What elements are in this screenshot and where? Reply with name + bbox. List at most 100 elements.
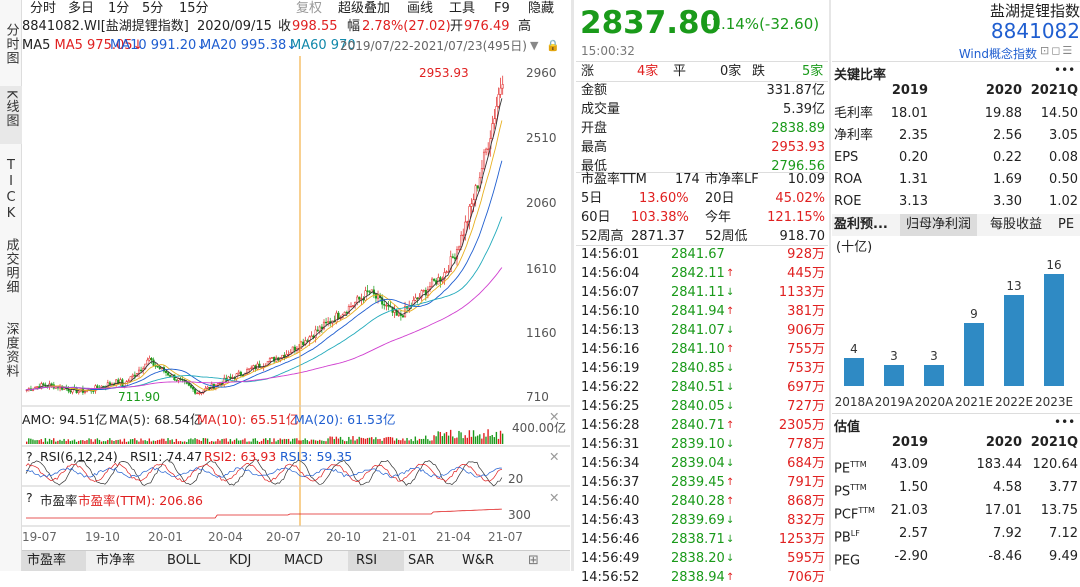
- tab-macd[interactable]: MACD: [284, 553, 323, 568]
- kline-chart[interactable]: 2960 2510 2060 1610 1160 710 2953.93 711…: [22, 56, 570, 571]
- toolbar-hide[interactable]: 隐藏: [528, 1, 555, 16]
- volume-bar: [65, 441, 67, 444]
- sidebar-item-tick[interactable]: TICK: [3, 158, 19, 222]
- volume-bar: [102, 441, 105, 444]
- volume-bar: [346, 441, 348, 444]
- ratios-title: 关键比率: [834, 68, 887, 83]
- volume-bar: [312, 439, 315, 444]
- sidebar-item-depth[interactable]: 深度资料: [3, 322, 19, 378]
- candle: [229, 376, 232, 379]
- tab-pe[interactable]: PE: [1058, 217, 1075, 232]
- bar-info-row: 8841082.WI[盐湖提锂指数] 2020/09/15 收 998.55 幅…: [22, 19, 532, 34]
- volume-bar: [429, 440, 431, 444]
- tab-eps[interactable]: 每股收益: [990, 217, 1043, 232]
- volume-bar: [113, 441, 115, 444]
- close-icon[interactable]: ✕: [549, 409, 560, 424]
- lock-icon[interactable]: 🔒: [546, 39, 560, 52]
- volume-bar: [248, 441, 250, 444]
- help-icon[interactable]: ?: [26, 449, 33, 464]
- help-icon[interactable]: ?: [26, 490, 33, 505]
- volume-bar: [88, 438, 90, 444]
- tick-row: 14:56:01 2841.67 928万: [581, 247, 825, 262]
- add-icon[interactable]: ⊞: [528, 553, 539, 568]
- volume-bar: [163, 438, 165, 444]
- volume-bar: [487, 429, 489, 444]
- valuation-row: PETTM 43.09 183.44 120.64: [834, 457, 1078, 477]
- index-code: 8841082: [990, 19, 1080, 43]
- bar-open: 976.49: [464, 19, 510, 34]
- tab-rsi[interactable]: RSI: [348, 551, 404, 571]
- volume-bar: [34, 440, 36, 444]
- volume-bar: [237, 440, 240, 444]
- volume-bar: [287, 438, 290, 444]
- share-icons[interactable]: ⊡◻☰: [1040, 44, 1075, 57]
- volume-bar: [319, 439, 321, 444]
- sidebar-item-kline[interactable]: K线图: [0, 86, 22, 144]
- tab-pe[interactable]: 市盈率: [22, 551, 86, 571]
- sidebar-item-timeshare[interactable]: 分时图: [3, 23, 19, 65]
- wind-concept-link[interactable]: Wind概念指数: [958, 47, 1037, 61]
- tab-sar[interactable]: SAR: [408, 553, 435, 568]
- toolbar-multiday[interactable]: 多日: [68, 1, 95, 16]
- toolbar-tools[interactable]: 工具: [449, 1, 476, 16]
- toolbar-1min[interactable]: 1分: [108, 1, 130, 16]
- ma-line: [25, 98, 503, 394]
- volume-bar: [213, 441, 215, 444]
- toolbar-draw[interactable]: 画线: [407, 1, 434, 16]
- volume-bar: [300, 440, 302, 444]
- ma-row: MA5 MA5 975.05↓ MA10 991.20↓ MA20 995.38…: [22, 37, 570, 55]
- valuation-row: PSTTM 1.50 4.58 3.77: [834, 480, 1078, 500]
- tab-forecast[interactable]: 盈利预...: [834, 217, 888, 232]
- volume-bar: [177, 441, 180, 444]
- candle: [482, 151, 486, 169]
- kline-svg: [22, 56, 570, 527]
- ratios-table: 2019 2020 2021Q: [891, 83, 1078, 98]
- code-name: 8841082.WI[盐湖提锂指数]: [22, 19, 189, 34]
- volume-bar: [501, 433, 504, 444]
- tab-wr[interactable]: W&R: [462, 553, 495, 568]
- volume-bar: [433, 435, 435, 444]
- volume-bar: [36, 440, 38, 444]
- tab-boll[interactable]: BOLL: [167, 553, 201, 568]
- volume-bar: [165, 441, 167, 444]
- volume-bar: [323, 440, 325, 444]
- quote-panel: 2837.80 -1.14%(-32.60) 15:00:32 涨 4家 平 0…: [574, 0, 828, 585]
- candle: [487, 148, 490, 150]
- volume-bar: [71, 440, 74, 444]
- chevron-down-icon[interactable]: ▼: [530, 39, 539, 52]
- volume-bar: [383, 437, 385, 444]
- panel-divider[interactable]: [829, 0, 831, 571]
- forecast-value-label: 13: [1006, 279, 1021, 293]
- more-icon[interactable]: •••: [1054, 63, 1076, 77]
- toolbar-5min[interactable]: 5分: [142, 1, 164, 16]
- tick-list[interactable]: 14:56:01 2841.67 928万 14:56:04 2842.11 ↑ 445万 1…: [581, 245, 825, 587]
- candle: [493, 118, 496, 124]
- tab-net-profit[interactable]: 归母净利润: [900, 214, 978, 236]
- candle: [152, 359, 155, 366]
- sidebar-item-trade-detail[interactable]: 成交明细: [3, 238, 19, 294]
- candle: [42, 383, 45, 386]
- tab-pb[interactable]: 市净率: [96, 553, 136, 568]
- volume-bar: [246, 441, 248, 444]
- ma20-label: MA20 995.38↓: [200, 38, 298, 53]
- close-icon[interactable]: ✕: [549, 449, 560, 464]
- volume-bar: [50, 440, 53, 444]
- toolbar-overlay[interactable]: 超级叠加: [338, 1, 391, 16]
- volume-bar: [366, 437, 369, 444]
- volume-bar: [136, 440, 138, 444]
- toolbar-adjust[interactable]: 复权: [296, 1, 323, 16]
- volume-bar: [298, 440, 300, 444]
- more-icon[interactable]: •••: [1054, 415, 1076, 429]
- close-icon[interactable]: ✕: [549, 490, 560, 505]
- volume-bar: [470, 436, 473, 444]
- toolbar-timeshare[interactable]: 分时: [30, 1, 57, 16]
- tab-kdj[interactable]: KDJ: [229, 553, 252, 568]
- panel-divider[interactable]: [571, 0, 574, 571]
- toolbar-15min[interactable]: 15分: [179, 1, 209, 16]
- tick-row: 14:56:04 2842.11 ↑ 445万: [581, 266, 825, 281]
- toolbar-f9[interactable]: F9: [494, 1, 510, 16]
- volume-bar: [159, 439, 161, 444]
- candle: [302, 341, 305, 345]
- volume-bar: [406, 437, 408, 444]
- volume-bar: [389, 436, 392, 444]
